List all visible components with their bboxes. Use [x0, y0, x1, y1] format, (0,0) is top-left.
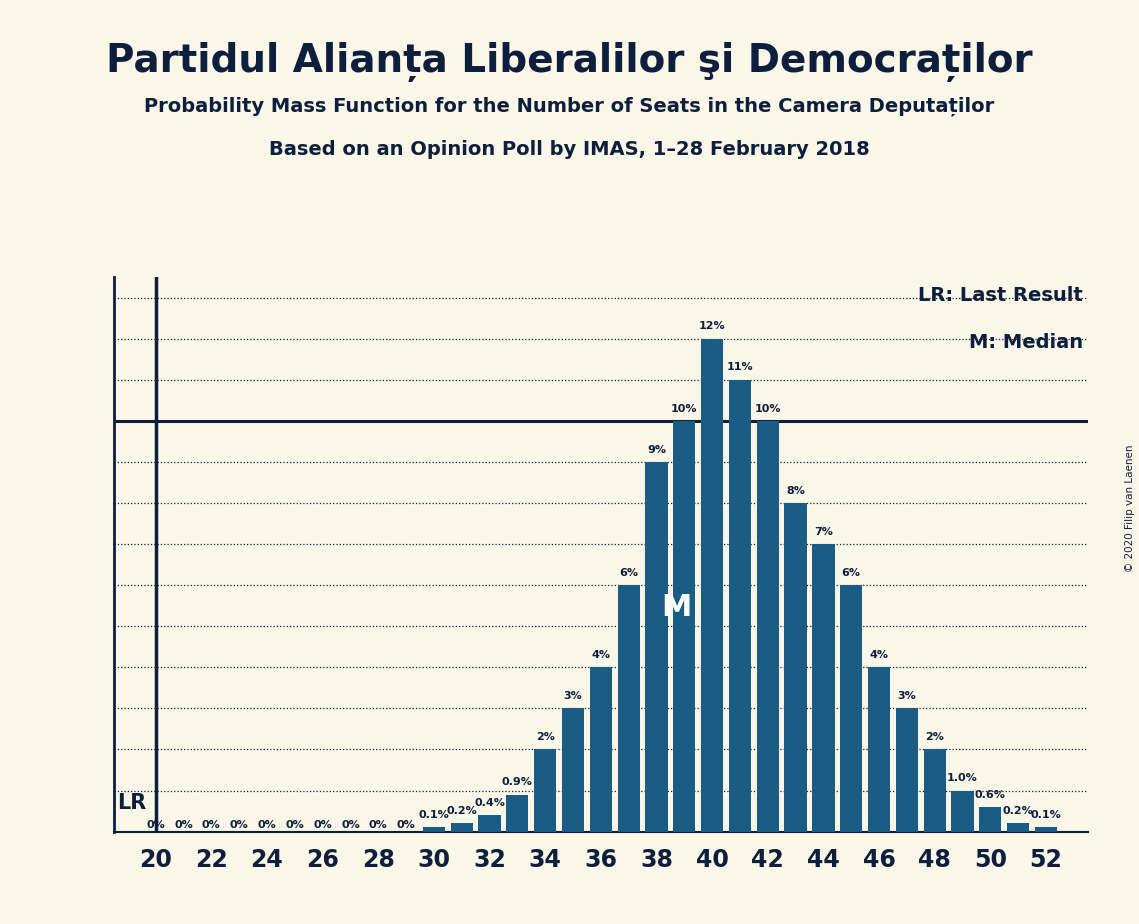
Bar [1007, 823, 1030, 832]
Bar [478, 815, 501, 832]
Text: Probability Mass Function for the Number of Seats in the Camera Deputaților: Probability Mass Function for the Number… [145, 97, 994, 116]
Text: 0%: 0% [369, 820, 387, 830]
Text: 7%: 7% [814, 527, 833, 537]
Bar [646, 462, 667, 832]
Bar [841, 585, 862, 832]
Text: 6%: 6% [842, 568, 861, 578]
Text: LR: Last Result: LR: Last Result [918, 286, 1083, 305]
Text: 0%: 0% [396, 820, 416, 830]
Text: 0%: 0% [202, 820, 221, 830]
Text: M: M [661, 593, 691, 622]
Text: 6%: 6% [620, 568, 638, 578]
Bar [673, 421, 696, 832]
Text: 3%: 3% [898, 691, 916, 701]
Bar [980, 807, 1001, 832]
Bar [951, 791, 974, 832]
Text: © 2020 Filip van Laenen: © 2020 Filip van Laenen [1125, 444, 1134, 572]
Bar [1035, 828, 1057, 832]
Text: 10%: 10% [671, 404, 697, 414]
Bar [700, 339, 723, 832]
Text: 11%: 11% [727, 362, 753, 372]
Bar [423, 828, 445, 832]
Bar [785, 503, 806, 832]
Text: 10%: 10% [754, 404, 781, 414]
Text: 2%: 2% [925, 732, 944, 742]
Bar [534, 749, 556, 832]
Text: 0%: 0% [313, 820, 331, 830]
Bar [562, 709, 584, 832]
Text: LR: LR [116, 793, 146, 813]
Text: 2%: 2% [535, 732, 555, 742]
Text: 0%: 0% [257, 820, 277, 830]
Text: M: Median: M: Median [969, 333, 1083, 352]
Bar [756, 421, 779, 832]
Bar [617, 585, 640, 832]
Text: 0%: 0% [341, 820, 360, 830]
Bar [868, 667, 891, 832]
Text: 9%: 9% [647, 444, 666, 455]
Text: 0%: 0% [230, 820, 248, 830]
Text: 4%: 4% [869, 650, 888, 660]
Bar [812, 544, 835, 832]
Text: 0.1%: 0.1% [1031, 810, 1062, 821]
Text: 0.2%: 0.2% [1002, 806, 1033, 816]
Text: 0%: 0% [174, 820, 192, 830]
Bar [451, 823, 473, 832]
Text: Partidul Alianța Liberalilor şi Democraților: Partidul Alianța Liberalilor şi Democraț… [106, 42, 1033, 81]
Text: 0.6%: 0.6% [975, 790, 1006, 799]
Text: 0%: 0% [286, 820, 304, 830]
Text: Based on an Opinion Poll by IMAS, 1–28 February 2018: Based on an Opinion Poll by IMAS, 1–28 F… [269, 140, 870, 160]
Bar [506, 795, 528, 832]
Text: 3%: 3% [564, 691, 582, 701]
Text: 8%: 8% [786, 486, 805, 495]
Text: 4%: 4% [591, 650, 611, 660]
Text: 0.2%: 0.2% [446, 806, 477, 816]
Text: 0.1%: 0.1% [418, 810, 449, 821]
Text: 1.0%: 1.0% [948, 773, 978, 784]
Bar [729, 380, 751, 832]
Bar [590, 667, 612, 832]
Text: 0.4%: 0.4% [474, 797, 505, 808]
Text: 0%: 0% [146, 820, 165, 830]
Text: 0.9%: 0.9% [502, 777, 533, 787]
Bar [895, 709, 918, 832]
Bar [924, 749, 945, 832]
Text: 12%: 12% [699, 322, 726, 332]
